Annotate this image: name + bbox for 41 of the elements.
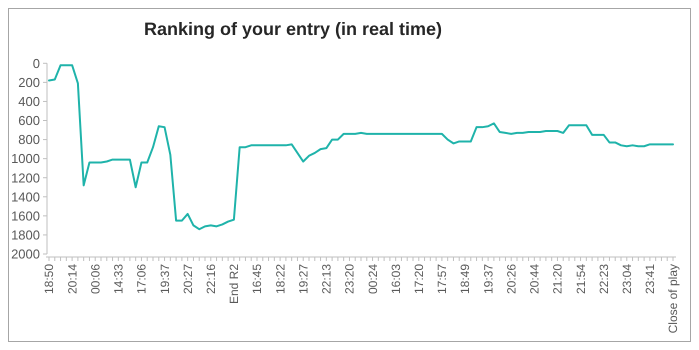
line-series <box>48 64 674 230</box>
y-tick-label: 1800 <box>11 227 40 242</box>
x-tick-label: 21:20 <box>550 264 565 294</box>
x-tick-label: 14:33 <box>112 264 126 294</box>
x-tick-label: 18:49 <box>458 264 472 294</box>
y-tick-label: 2000 <box>11 246 40 262</box>
y-tick-label: 800 <box>18 132 40 148</box>
x-tick-label: Close of play <box>666 264 680 334</box>
x-tick-label: 23:20 <box>342 264 357 294</box>
x-tick-label: 00:06 <box>88 264 102 294</box>
x-tick-label: 22:13 <box>320 264 334 294</box>
x-tick-label: End R2 <box>227 264 242 304</box>
x-tick-label: 19:37 <box>158 264 172 294</box>
y-tick-label: 1600 <box>11 208 40 224</box>
x-tick-label: 20:44 <box>528 264 542 294</box>
chart-title: Ranking of your entry (in real time) <box>144 19 442 39</box>
x-tick-label: 18:22 <box>273 264 288 294</box>
y-tick-label: 1400 <box>11 189 40 204</box>
y-tick-label: 1200 <box>11 170 40 186</box>
x-tick-label: 16:03 <box>388 264 403 294</box>
x-tick-label: 20:27 <box>180 264 195 294</box>
x-tick-label: 16:45 <box>250 264 264 294</box>
x-tick-label: 23:04 <box>620 264 634 294</box>
x-tick-label: 22:16 <box>204 264 218 294</box>
x-tick-label: 20:14 <box>65 264 80 294</box>
y-tick-label: 400 <box>18 94 40 109</box>
x-tick-label: 19:37 <box>481 264 496 294</box>
x-tick-label: 18:50 <box>42 264 56 294</box>
y-tick-label: 0 <box>32 56 40 71</box>
x-tick-label: 22:23 <box>596 264 611 294</box>
x-tick-label: 00:24 <box>366 264 380 294</box>
x-tick-label: 17:57 <box>435 264 450 294</box>
x-tick-label: 21:54 <box>574 264 588 294</box>
x-tick-label: 17:06 <box>134 264 149 294</box>
x-tick-label: 23:41 <box>643 264 658 294</box>
y-tick-label: 1000 <box>11 151 40 166</box>
x-tick-label: 19:27 <box>296 264 310 294</box>
y-tick-label: 200 <box>18 74 40 90</box>
y-tick-label: 600 <box>18 113 40 128</box>
x-tick-label: 17:20 <box>412 264 426 294</box>
x-tick-label: 20:26 <box>504 264 518 294</box>
